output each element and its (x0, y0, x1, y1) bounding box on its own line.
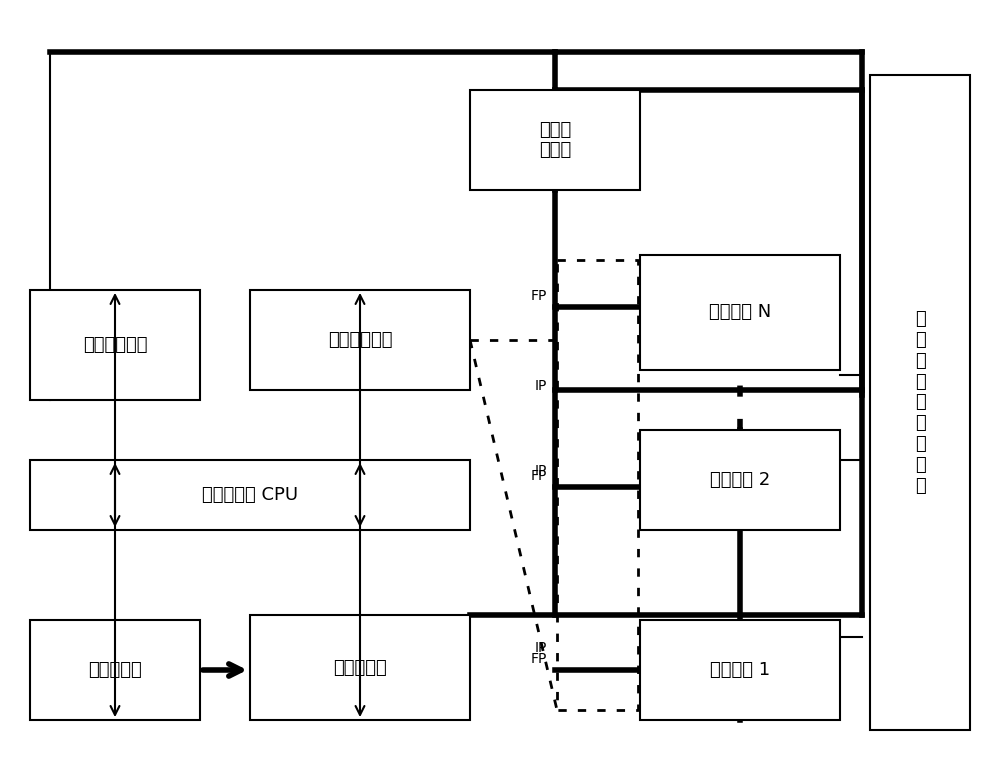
Bar (640, 430, 840, 530)
Text: 晶闸管级 N: 晶闸管级 N (709, 303, 771, 322)
Text: IP: IP (535, 641, 547, 655)
Text: 晶闸管级 1: 晶闸管级 1 (710, 661, 770, 679)
Text: FP: FP (531, 469, 547, 483)
Bar (640, 255, 840, 370)
Text: IP: IP (535, 379, 547, 393)
Text: 信号发生器: 信号发生器 (88, 661, 142, 679)
Bar (250, 615, 470, 720)
Bar (640, 620, 840, 720)
Bar (30, 290, 200, 400)
Bar (470, 90, 640, 190)
Text: 信号采集系统: 信号采集系统 (83, 336, 147, 354)
Bar (30, 620, 200, 720)
Text: 分
布
式
电
压
测
量
单
元: 分 布 式 电 压 测 量 单 元 (915, 310, 925, 494)
Text: 光电通讯接口: 光电通讯接口 (328, 331, 392, 349)
Text: FP: FP (531, 652, 547, 666)
Text: IP: IP (535, 464, 547, 478)
Text: 功率放大器: 功率放大器 (333, 658, 387, 677)
Text: FP: FP (531, 289, 547, 303)
Bar (250, 290, 470, 390)
Bar (30, 460, 470, 530)
Bar (870, 75, 970, 730)
Text: 电流测
量单元: 电流测 量单元 (539, 121, 571, 159)
Text: 晶闸管级 2: 晶闸管级 2 (710, 471, 770, 489)
Text: 中央处理器 CPU: 中央处理器 CPU (202, 486, 298, 504)
